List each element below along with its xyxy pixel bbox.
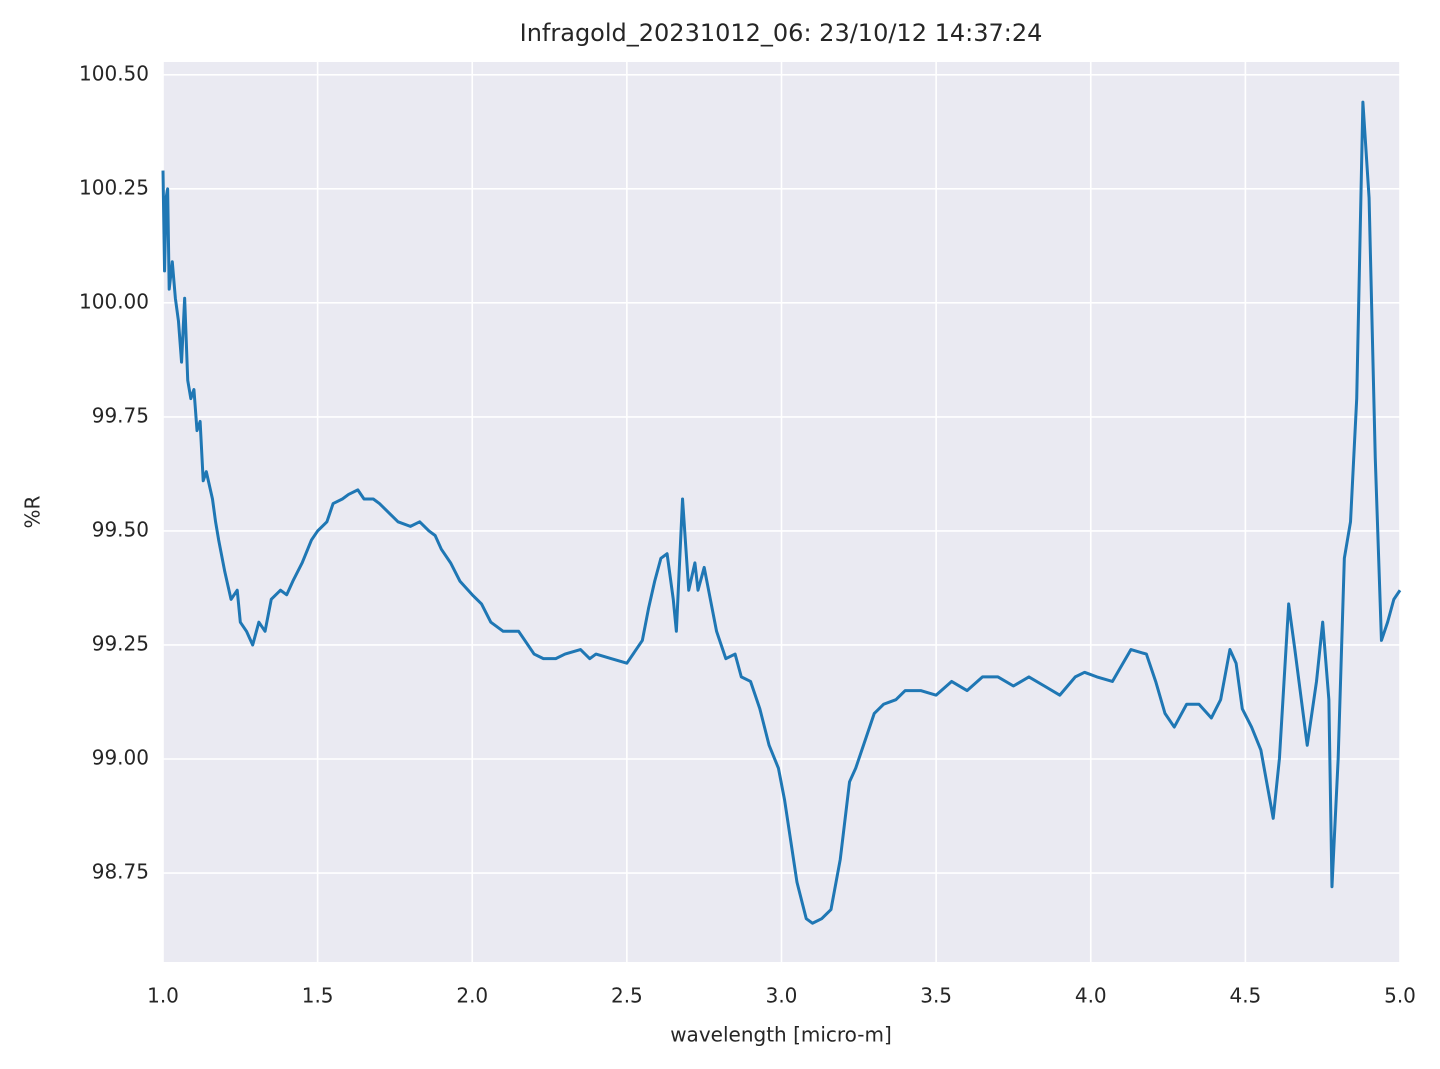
x-tick-label: 4.0: [1075, 984, 1107, 1008]
y-axis-label: %R: [21, 495, 45, 528]
x-tick-label: 2.5: [611, 984, 643, 1008]
data-line: [161, 100, 1402, 925]
y-tick-label: 99.50: [92, 517, 149, 541]
x-axis-label: wavelength [micro-m]: [670, 1023, 892, 1047]
y-tick-label: 100.50: [79, 61, 149, 85]
x-tick-label: 1.0: [147, 984, 179, 1008]
x-tick-label: 3.0: [766, 984, 798, 1008]
x-tick-label: 2.0: [456, 984, 488, 1008]
y-tick-label: 99.00: [92, 746, 149, 770]
y-tick-label: 99.75: [92, 403, 149, 427]
y-tick-label: 100.25: [79, 175, 149, 199]
x-tick-label: 1.5: [302, 984, 334, 1008]
x-tick-label: 4.5: [1229, 984, 1261, 1008]
x-tick-label: 3.5: [920, 984, 952, 1008]
x-tick-label: 5.0: [1384, 984, 1416, 1008]
y-tick-label: 98.75: [92, 860, 149, 884]
y-tick-label: 100.00: [79, 289, 149, 313]
y-tick-label: 99.25: [92, 631, 149, 655]
chart-title: Infragold_20231012_06: 23/10/12 14:37:24: [520, 19, 1043, 47]
